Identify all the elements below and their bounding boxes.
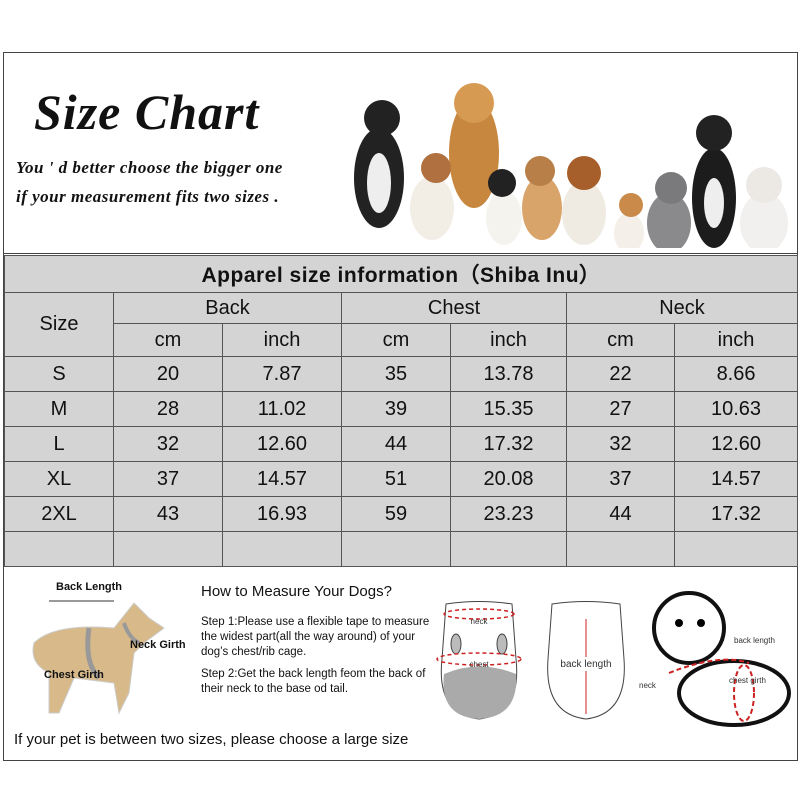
- size-note: If your pet is between two sizes, please…: [14, 731, 409, 748]
- measure-guide: Back Length Neck Girth Chest Girth How t…: [4, 563, 797, 760]
- empty-cell: [4, 531, 114, 567]
- cat-grey: [647, 172, 691, 248]
- puppy-chest-label: chest girth: [729, 676, 766, 685]
- table-cell: 17.32: [450, 426, 567, 462]
- puppy-diagram: back length neck chest girth: [639, 591, 791, 727]
- table-cell: 20: [113, 356, 223, 392]
- table-cell: S: [4, 356, 114, 392]
- dog-measure-illustration: [32, 600, 165, 715]
- back-length-label: back length: [560, 659, 611, 670]
- table-cell: 28: [113, 391, 223, 427]
- unit-header: cm: [341, 323, 451, 357]
- neck-girth-label: Neck Girth: [130, 639, 186, 651]
- size-header: Size: [4, 292, 114, 357]
- table-cell: 59: [341, 496, 451, 532]
- table-cell: 13.78: [450, 356, 567, 392]
- table-cell: 37: [113, 461, 223, 497]
- neck-label: neck: [471, 617, 489, 626]
- dog-small-terrier: [486, 169, 522, 245]
- table-cell: 7.87: [222, 356, 342, 392]
- table-row: 2XL 43 16.93 59 23.23 44 17.32: [4, 496, 799, 532]
- garment-front-diagram: neck chest: [436, 601, 522, 720]
- table-title: Apparel size information（Shiba Inu）: [3, 255, 799, 293]
- empty-cell: [566, 531, 675, 567]
- table-cell: 39: [341, 391, 451, 427]
- unit-header: inch: [222, 323, 342, 357]
- table-row: S 20 7.87 35 13.78 22 8.66: [4, 356, 799, 392]
- table-cell: 27: [566, 391, 675, 427]
- step-1: Step 1:Please use a flexible tape to mea…: [201, 616, 430, 658]
- dog-french-bulldog: [692, 115, 736, 248]
- empty-cell: [222, 531, 342, 567]
- puppy-back-label: back length: [734, 636, 775, 645]
- back-header: Back: [113, 292, 342, 324]
- table-cell: 16.93: [222, 496, 342, 532]
- table-cell: 10.63: [673, 391, 799, 427]
- dog-pekingese: [522, 156, 562, 240]
- dog-jack-russell: [410, 153, 454, 240]
- table-cell: 44: [341, 426, 451, 462]
- unit-header: cm: [566, 323, 675, 357]
- table-cell: 15.35: [450, 391, 567, 427]
- table-cell: 37: [566, 461, 675, 497]
- empty-cell: [673, 531, 799, 567]
- measure-title: How to Measure Your Dogs?: [201, 583, 392, 600]
- table-cell: 14.57: [673, 461, 799, 497]
- table-cell: 51: [341, 461, 451, 497]
- dog-border-collie: [354, 100, 404, 228]
- garment-back-diagram: back length: [547, 601, 625, 720]
- table-cell: 2XL: [4, 496, 114, 532]
- table-cell: 11.02: [222, 391, 342, 427]
- header-banner: Size Chart You ' d better choose the big…: [4, 53, 797, 254]
- advice-line-2: if your measurement fits two sizes .: [16, 187, 280, 206]
- empty-cell: [341, 531, 451, 567]
- table-cell: 12.60: [673, 426, 799, 462]
- table-cell: 32: [566, 426, 675, 462]
- chest-header: Chest: [341, 292, 567, 324]
- empty-cell: [450, 531, 567, 567]
- neck-header: Neck: [565, 292, 799, 324]
- back-length-label: Back Length: [56, 581, 123, 593]
- table-cell: 43: [113, 496, 223, 532]
- table-cell: 14.57: [222, 461, 342, 497]
- unit-header: inch: [673, 323, 799, 357]
- table-row: M 28 11.02 39 15.35 27 10.63: [4, 391, 799, 427]
- table-cell: 8.66: [673, 356, 799, 392]
- table-row: XL 37 14.57 51 20.08 37 14.57: [4, 461, 799, 497]
- table-cell: M: [4, 391, 114, 427]
- table-cell: 20.08: [450, 461, 567, 497]
- table-row: L 32 12.60 44 17.32 32 12.60: [4, 426, 799, 462]
- table-cell: 23.23: [450, 496, 567, 532]
- size-table: Apparel size information（Shiba Inu） Size…: [3, 255, 799, 567]
- neck-girth-band: [122, 622, 140, 645]
- dog-golden-retriever: [449, 83, 499, 208]
- dog-chihuahua: [614, 193, 644, 248]
- size-chart: Size Chart You ' d better choose the big…: [3, 52, 799, 761]
- chart-title: Size Chart: [34, 84, 260, 140]
- cat-persian-white: [740, 167, 788, 248]
- unit-header: cm: [113, 323, 223, 357]
- puppy-neck-label: neck: [639, 681, 657, 690]
- empty-row: [4, 531, 799, 567]
- table-cell: 12.60: [222, 426, 342, 462]
- chest-girth-label: Chest Girth: [44, 669, 104, 681]
- chest-label: chest: [469, 660, 489, 669]
- unit-header: inch: [450, 323, 567, 357]
- pets-photo: [354, 83, 788, 248]
- table-cell: 44: [566, 496, 675, 532]
- advice-line-1: You ' d better choose the bigger one: [16, 158, 283, 177]
- table-cell: XL: [4, 461, 114, 497]
- table-cell: 32: [113, 426, 223, 462]
- step-2: Step 2:Get the back length feom the back…: [201, 668, 426, 695]
- table-cell: 35: [341, 356, 451, 392]
- dog-beagle: [562, 156, 606, 245]
- table-cell: L: [4, 426, 114, 462]
- chest-girth-band: [85, 627, 101, 680]
- empty-cell: [113, 531, 223, 567]
- table-cell: 22: [566, 356, 675, 392]
- table-cell: 17.32: [673, 496, 799, 532]
